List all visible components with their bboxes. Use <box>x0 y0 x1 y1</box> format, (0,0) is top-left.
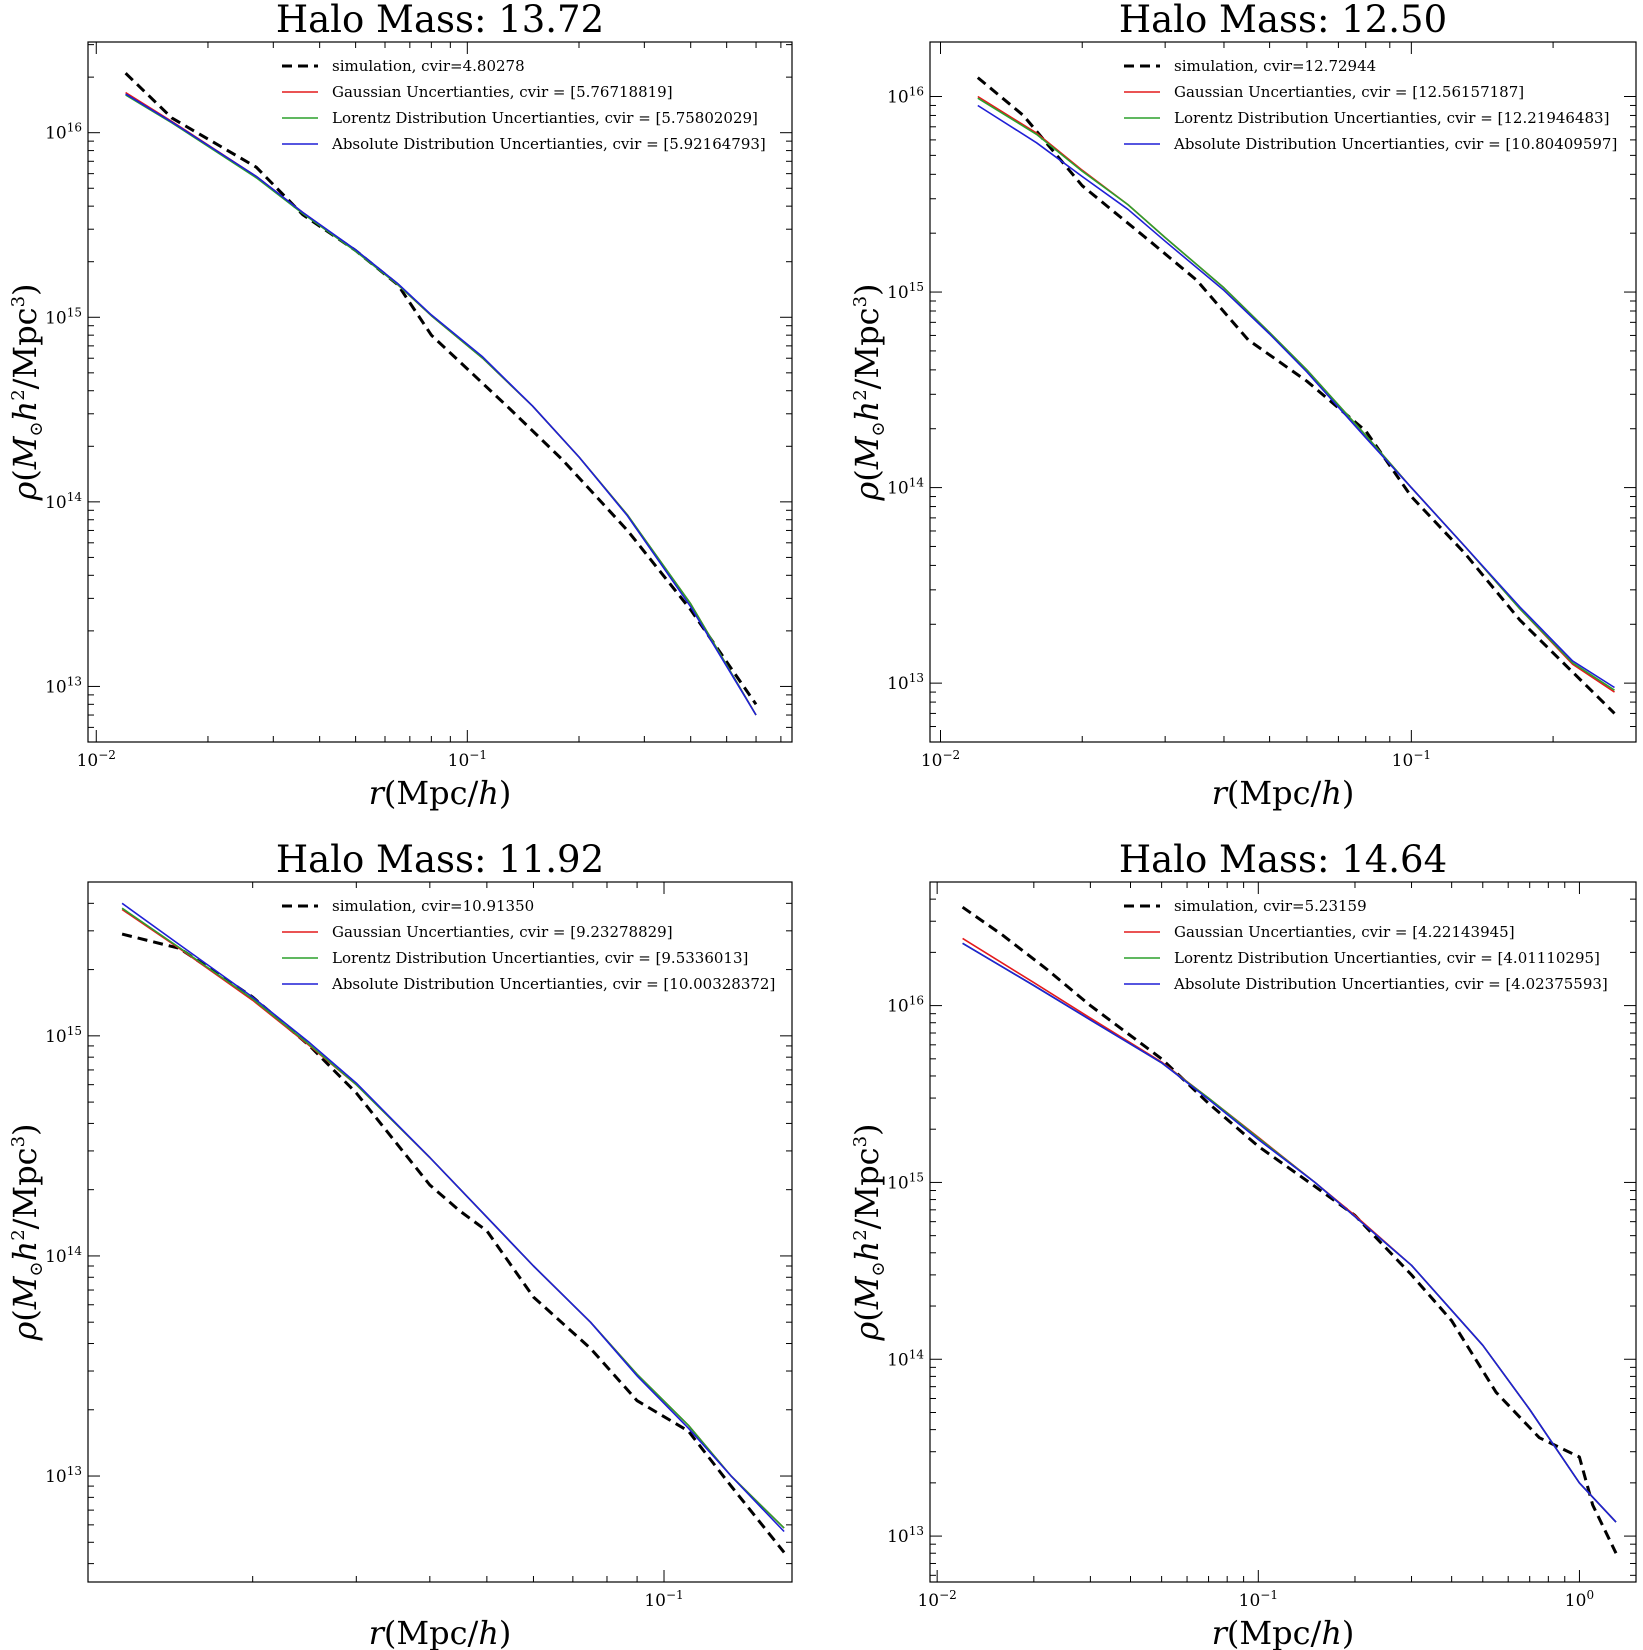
x-axis-label: r(Mpc/h) <box>369 774 512 812</box>
series-line-2 <box>125 91 757 716</box>
y-tick-label: 1013 <box>887 671 924 694</box>
y-tick-label: 1013 <box>887 1524 924 1547</box>
y-axis-label: ρ(M⊙h2/Mpc3) <box>6 1123 47 1341</box>
series-group <box>121 902 786 1554</box>
legend-label: Gaussian Uncertianties, cvir = [12.56157… <box>1174 83 1524 101</box>
y-axis-label: ρ(M⊙h2/Mpc3) <box>848 1123 889 1341</box>
series-group <box>124 72 758 716</box>
series-line-4 <box>121 902 785 1533</box>
x-tick-label: 100 <box>1565 1588 1594 1611</box>
chart-title: Halo Mass: 11.92 <box>276 838 604 881</box>
series-line-4 <box>125 93 757 716</box>
y-tick-label: 1016 <box>887 85 924 108</box>
x-tick-label: 10−2 <box>77 748 116 771</box>
chart-title: Halo Mass: 13.72 <box>276 0 604 41</box>
series-line-2 <box>121 908 785 1529</box>
series-group <box>961 905 1618 1554</box>
series-line-1 <box>961 905 1618 1554</box>
legend-label: Gaussian Uncertianties, cvir = [5.767188… <box>332 83 673 101</box>
chart-panel-2: Halo Mass: 12.50 10−2 10−1 1013 1014 1015 1016… <box>848 0 1637 812</box>
chart-panel-4: Halo Mass: 14.64 10−2 10−1 100 1013 1014 1015 1… <box>848 838 1637 1650</box>
legend-label: Gaussian Uncertianties, cvir = [9.232788… <box>332 923 673 941</box>
x-tick-label: 10−1 <box>644 1588 683 1611</box>
series-line-1 <box>976 76 1616 715</box>
y-tick-label: 1016 <box>887 994 924 1017</box>
y-tick-label: 1015 <box>887 280 924 303</box>
y-tick-label: 1015 <box>45 305 82 328</box>
legend-label: simulation, cvir=5.23159 <box>1174 897 1367 915</box>
legend-label: Lorentz Distribution Uncertianties, cvir… <box>332 109 758 127</box>
plot-frame <box>87 881 793 1583</box>
x-tick-label: 10−1 <box>1239 1588 1278 1611</box>
legend-label: Absolute Distribution Uncertianties, cvi… <box>1173 135 1617 153</box>
series-line-4 <box>962 942 1617 1523</box>
y-tick-label: 1015 <box>45 1024 82 1047</box>
chart-panel-3: Halo Mass: 11.92 10−1 1013 1014 1015 simulati… <box>6 838 793 1650</box>
legend-label: Absolute Distribution Uncertianties, cvi… <box>331 975 775 993</box>
plot-frame <box>87 41 793 743</box>
legend-label: Absolute Distribution Uncertianties, cvi… <box>331 135 766 153</box>
series-line-1 <box>121 932 786 1554</box>
chart-panel-1: Halo Mass: 13.72 10−2 10−1 1013 1014 1015 1016… <box>6 0 793 812</box>
y-tick-label: 1013 <box>45 1464 82 1487</box>
y-tick-label: 1014 <box>45 490 82 513</box>
legend-label: Absolute Distribution Uncertianties, cvi… <box>1173 975 1608 993</box>
x-tick-label: 10−2 <box>921 748 960 771</box>
y-tick-label: 1015 <box>887 1170 924 1193</box>
series-line-3 <box>962 942 1617 1523</box>
chart-title: Halo Mass: 12.50 <box>1119 0 1447 41</box>
legend-label: simulation, cvir=4.80278 <box>332 57 525 75</box>
series-line-4 <box>977 104 1615 689</box>
legend-label: simulation, cvir=10.91350 <box>332 897 534 915</box>
x-axis-label: r(Mpc/h) <box>1212 1614 1355 1650</box>
series-line-3 <box>125 94 757 716</box>
x-tick-label: 10−1 <box>1392 748 1431 771</box>
legend-label: simulation, cvir=12.72944 <box>1174 57 1376 75</box>
y-axis-label: ρ(M⊙h2/Mpc3) <box>6 283 47 501</box>
plot-frame <box>929 41 1637 743</box>
y-tick-label: 1013 <box>45 674 82 697</box>
legend-label: Lorentz Distribution Uncertianties, cvir… <box>1174 109 1609 127</box>
chart-title: Halo Mass: 14.64 <box>1119 838 1447 881</box>
x-axis-label: r(Mpc/h) <box>1212 774 1355 812</box>
y-tick-label: 1014 <box>887 1347 924 1370</box>
plot-frame <box>929 881 1637 1583</box>
series-line-3 <box>977 97 1615 691</box>
x-tick-label: 10−1 <box>448 748 487 771</box>
y-tick-label: 1016 <box>45 121 82 144</box>
series-line-2 <box>962 937 1617 1523</box>
series-line-3 <box>121 907 785 1529</box>
legend-label: Lorentz Distribution Uncertianties, cvir… <box>332 949 748 967</box>
series-group <box>976 76 1616 715</box>
y-axis-label: ρ(M⊙h2/Mpc3) <box>848 283 889 501</box>
x-tick-label: 10−2 <box>917 1588 956 1611</box>
series-line-1 <box>124 72 758 706</box>
y-tick-label: 1014 <box>887 476 924 499</box>
x-axis-label: r(Mpc/h) <box>369 1614 512 1650</box>
y-tick-label: 1014 <box>45 1244 82 1267</box>
legend-label: Lorentz Distribution Uncertianties, cvir… <box>1174 949 1600 967</box>
series-line-2 <box>977 95 1615 693</box>
legend-label: Gaussian Uncertianties, cvir = [4.221439… <box>1174 923 1515 941</box>
